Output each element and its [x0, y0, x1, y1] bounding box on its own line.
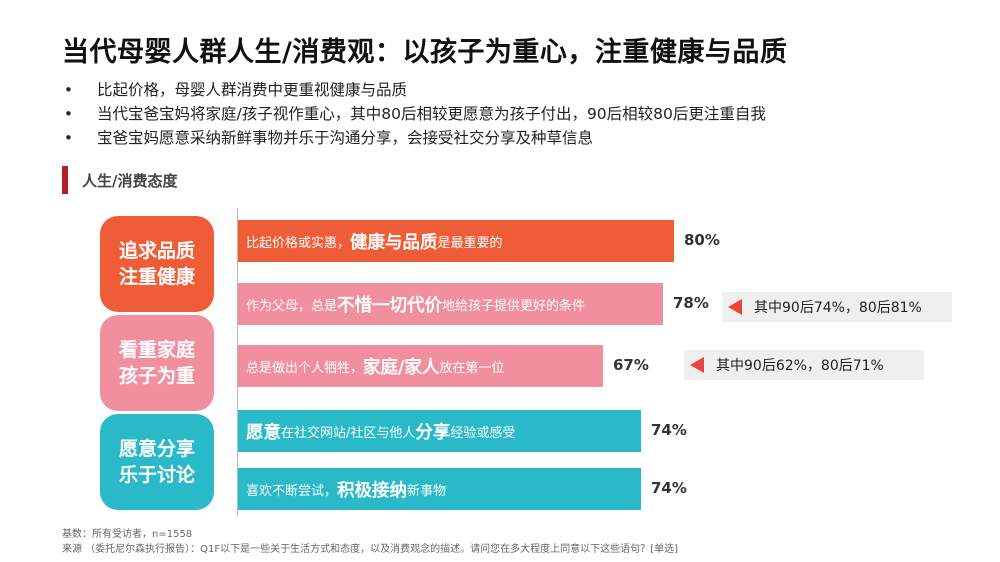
- footer-source: 来源 （委托尼尔森执行报告）：Q1F以下是一些关于生活方式和态度，以及消费观念的…: [62, 544, 678, 555]
- cohort-callout: 其中90后74%，80后81%: [722, 292, 952, 322]
- bar-label-emphasis: 积极接纳: [337, 480, 408, 501]
- bar-label-emphasis: 家庭/家人: [363, 357, 440, 378]
- bar-label-emphasis: 健康与品质: [350, 232, 438, 253]
- bar-value-label: 74%: [651, 479, 687, 497]
- bullet-dot: •: [64, 129, 73, 147]
- bullet-item: • 比起价格，母婴人群消费中更重视健康与品质: [62, 78, 766, 102]
- bar-label-text: 新事物: [407, 483, 447, 499]
- summary-bullets: • 比起价格，母婴人群消费中更重视健康与品质 • 当代宝爸宝妈将家庭/孩子视作重心，…: [62, 78, 766, 150]
- section-label-text: 人生/消费态度: [82, 171, 178, 190]
- footer: 基数：所有受访者，n=1558 来源 （委托尼尔森执行报告）：Q1F以下是一些关…: [62, 527, 678, 557]
- bullet-dot: •: [64, 105, 73, 123]
- bar-label-text: 作为父母，总是: [246, 298, 338, 314]
- chart-bar: 总是做出个人牺牲， 家庭/家人 放在第一位: [238, 345, 603, 387]
- chart-bar: 作为父母，总是 不惜一切代价 地给孩子提供更好的条件: [238, 283, 663, 325]
- chart-axis-line: [237, 208, 238, 516]
- bar-label-emphasis: 不惜一切代价: [337, 295, 443, 316]
- footer-base: 基数：所有受访者，n=1558: [62, 529, 193, 540]
- page-title: 当代母婴人群人生/消费观：以孩子为重心，注重健康与品质: [62, 37, 788, 68]
- bar-label-text: 在社交网站/社区与他人: [281, 425, 416, 441]
- bar-label-emphasis: 愿意: [246, 422, 281, 443]
- category-quality-health: 追求品质 注重健康: [100, 216, 214, 312]
- bullet-dot: •: [64, 81, 73, 99]
- bar-label-text: 放在第一位: [439, 360, 505, 376]
- bar-value-label: 74%: [651, 421, 687, 439]
- bar-label-text: 地给孩子提供更好的条件: [442, 298, 586, 314]
- bar-label-emphasis: 分享: [415, 422, 451, 443]
- cohort-callout: 其中90后62%，80后71%: [684, 350, 924, 380]
- triangle-pointer-icon: [728, 299, 742, 315]
- bullet-item: • 当代宝爸宝妈将家庭/孩子视作重心，其中80后相较更愿意为孩子付出，90后相较8…: [62, 102, 766, 126]
- bar-label-text: 喜欢不断尝试，: [246, 483, 338, 499]
- chart-bar: 喜欢不断尝试， 积极接纳 新事物: [238, 468, 641, 510]
- chart-bar: 愿意 在社交网站/社区与他人 分享 经验或感受: [238, 410, 641, 452]
- bar-label-text: 总是做出个人牺牲，: [246, 360, 364, 376]
- section-marker: [62, 166, 68, 194]
- bar-label-text: 比起价格或实惠，: [246, 235, 351, 251]
- category-sharing-discussion: 愿意分享 乐于讨论: [100, 414, 214, 510]
- bullet-item: • 宝爸宝妈愿意采纳新鲜事物并乐于沟通分享，会接受社交分享及种草信息: [62, 126, 766, 150]
- bar-value-label: 67%: [613, 356, 649, 374]
- callout-text: 其中90后74%，80后81%: [754, 300, 922, 316]
- bar-value-label: 80%: [684, 231, 720, 249]
- triangle-pointer-icon: [690, 357, 704, 373]
- section-label: 人生/消费态度: [62, 166, 177, 194]
- category-family-children: 看重家庭 孩子为重: [100, 315, 214, 411]
- bar-label-text: 是最重要的: [437, 235, 503, 251]
- callout-text: 其中90后62%，80后71%: [716, 358, 884, 374]
- chart-bar: 比起价格或实惠， 健康与品质 是最重要的: [238, 220, 674, 262]
- bar-value-label: 78%: [673, 294, 709, 312]
- bar-label-text: 经验或感受: [450, 425, 516, 441]
